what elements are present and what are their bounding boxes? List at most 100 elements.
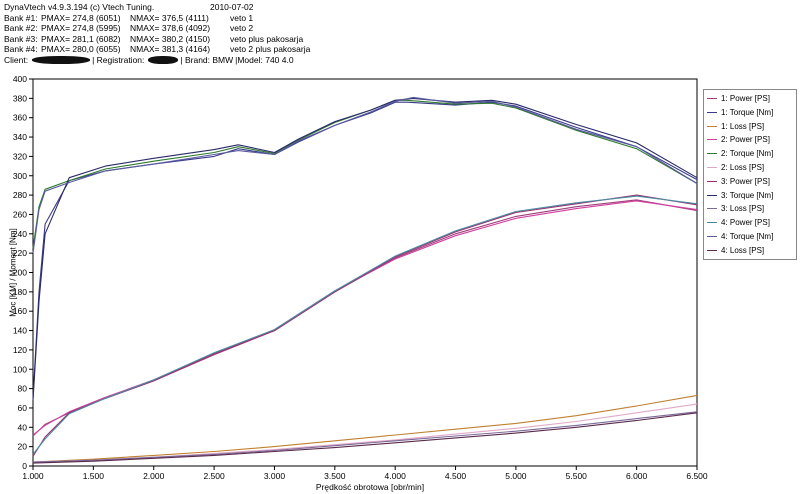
legend-label: 3: Power [PS] xyxy=(721,176,770,186)
legend-swatch xyxy=(707,153,717,155)
bank-desc: veto 2 plus pakosarja xyxy=(230,44,311,54)
bank-pmax: PMAX= 274,8 (5995) xyxy=(41,23,121,33)
legend-label: 1: Loss [PS] xyxy=(721,121,765,131)
series-line-3 xyxy=(32,394,698,463)
legend-swatch xyxy=(707,139,717,141)
y-tick-label: 200 xyxy=(13,268,27,278)
chart-legend: 1: Power [PS] 1: Torque [Nm] 1: Loss [PS] 2… xyxy=(703,89,797,260)
legend-item: 1: Power [PS] xyxy=(704,92,770,105)
legend-label: 4: Loss [PS] xyxy=(721,245,765,255)
x-tick-label: 3.500 xyxy=(324,471,346,481)
bank-nmax: NMAX= 378,6 (4092) xyxy=(130,23,211,33)
y-tick-label: 140 xyxy=(13,326,27,336)
legend-item: 3: Power [PS] xyxy=(704,175,770,188)
legend-label: 4: Torque [Nm] xyxy=(721,232,774,241)
y-tick-label: 220 xyxy=(13,248,27,258)
y-axis-label: Moc [KM] / Moment [Nm] xyxy=(8,228,18,317)
legend-label: 1: Torque [Nm] xyxy=(721,107,774,117)
bank-nmax: NMAX= 381,3 (4164) xyxy=(130,44,211,54)
legend-swatch xyxy=(707,222,717,224)
y-tick-label: 60 xyxy=(18,403,28,413)
legend-swatch xyxy=(707,194,717,196)
registration-label: | Registration: xyxy=(92,55,145,65)
legend-label: 3: Loss [PS] xyxy=(721,204,765,214)
legend-item: 2: Loss [PS] xyxy=(704,161,764,174)
brand-label: | Brand: BMW xyxy=(180,55,234,65)
y-tick-label: 280 xyxy=(13,190,27,200)
x-tick-label: 5.000 xyxy=(505,471,527,481)
legend-label: 2: Loss [PS] xyxy=(721,163,765,172)
model-label: |Model: 740 4.0 xyxy=(235,55,294,65)
bank-pmax: PMAX= 281,1 (6082) xyxy=(41,33,121,44)
y-tick-label: 360 xyxy=(13,113,27,123)
legend-item: 2: Torque [Nm] xyxy=(704,147,773,160)
series-line-8 xyxy=(32,97,698,401)
redacted-client-mark xyxy=(32,56,91,64)
x-tick-label: 2.500 xyxy=(203,471,225,481)
bank-desc: veto 1 xyxy=(230,12,254,23)
bank-desc: veto plus pakosarja xyxy=(230,33,304,44)
legend-item: 4: Torque [Nm] xyxy=(704,230,773,243)
legend-swatch xyxy=(707,167,717,168)
x-tick-label: 1.000 xyxy=(22,471,44,481)
y-tick-label: 0 xyxy=(22,461,27,471)
y-tick-label: 40 xyxy=(18,422,28,432)
bank-nmax: NMAX= 380,2 (4150) xyxy=(130,33,211,44)
x-tick-label: 6.500 xyxy=(686,471,708,481)
series-line-5 xyxy=(32,99,698,249)
y-tick-label: 320 xyxy=(13,151,27,161)
bank-nmax: NMAX= 376,5 (4111) xyxy=(130,12,209,23)
legend-label: 1: Power [PS] xyxy=(721,94,770,103)
bank-pmax: PMAX= 274,8 (6051) xyxy=(41,12,121,23)
x-tick-label: 1.500 xyxy=(83,471,105,481)
bank-label: Bank #2: xyxy=(4,23,38,33)
series-line-9 xyxy=(32,411,698,463)
bank-label: Bank #3: xyxy=(4,33,38,44)
legend-swatch xyxy=(707,98,717,99)
legend-item: 1: Loss [PS] xyxy=(704,120,764,133)
legend-item: 1: Torque [Nm] xyxy=(704,106,773,119)
series-line-7 xyxy=(32,194,698,457)
y-tick-label: 240 xyxy=(13,229,27,239)
legend-item: 3: Torque [Nm] xyxy=(704,189,773,202)
bank-pmax: PMAX= 280,0 (6055) xyxy=(41,44,121,54)
y-tick-label: 340 xyxy=(13,132,27,142)
legend-label: 3: Torque [Nm] xyxy=(721,190,774,200)
x-axis-label: Prędkość obrotowa [obr/min] xyxy=(315,482,425,492)
y-tick-label: 160 xyxy=(13,306,27,316)
x-tick-label: 3.000 xyxy=(264,471,286,481)
y-tick-label: 100 xyxy=(13,364,27,374)
bank-label: Bank #1: xyxy=(4,12,38,23)
legend-label: 2: Torque [Nm] xyxy=(721,149,774,159)
series-line-12 xyxy=(32,412,698,464)
test-date: 2010-07-02 xyxy=(210,2,254,12)
y-tick-label: 120 xyxy=(13,345,27,355)
redacted-registration-mark xyxy=(148,56,179,64)
x-tick-label: 4.000 xyxy=(385,471,407,481)
legend-item: 4: Power [PS] xyxy=(704,216,770,229)
client-label: Client: xyxy=(4,55,29,65)
y-tick-label: 300 xyxy=(13,171,27,181)
legend-label: 2: Power [PS] xyxy=(721,135,770,145)
legend-item: 2: Power [PS] xyxy=(704,133,770,146)
series-line-11 xyxy=(32,96,698,254)
y-tick-label: 20 xyxy=(18,442,28,452)
y-tick-label: 80 xyxy=(18,384,28,394)
legend-item: 3: Loss [PS] xyxy=(704,202,764,215)
x-tick-label: 6.000 xyxy=(626,471,648,481)
legend-swatch xyxy=(707,249,717,251)
legend-swatch xyxy=(707,111,717,113)
legend-swatch xyxy=(707,180,717,182)
legend-swatch xyxy=(707,236,717,237)
bank-label: Bank #4: xyxy=(4,44,38,54)
app-title: DynaVtech v4.9.3.194 (c) Vtech Tuning. xyxy=(4,2,155,12)
bank-desc: veto 2 xyxy=(230,23,254,33)
y-tick-label: 260 xyxy=(13,209,27,219)
client-line: Client: | Registration: | Brand: BMW |Mo… xyxy=(4,55,296,65)
y-tick-label: 180 xyxy=(13,287,27,297)
y-tick-label: 380 xyxy=(13,93,27,103)
x-tick-label: 2.000 xyxy=(143,471,165,481)
y-tick-label: 400 xyxy=(13,74,27,84)
legend-swatch xyxy=(707,125,717,127)
